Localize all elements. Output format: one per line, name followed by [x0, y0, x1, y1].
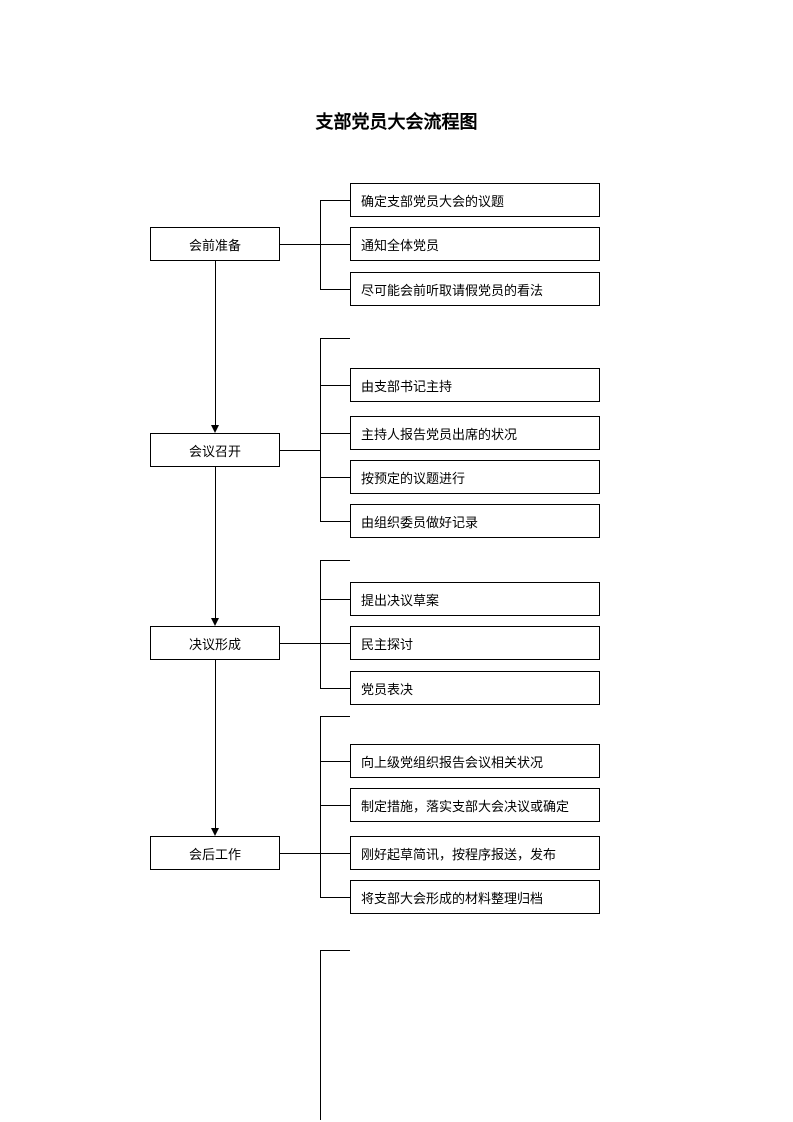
detail-label: 党员表决 [361, 679, 413, 698]
detail-node: 党员表决 [350, 671, 600, 705]
detail-label: 确定支部党员大会的议题 [361, 191, 504, 210]
connector-line [320, 950, 350, 951]
connector-line [320, 521, 350, 522]
main-node-convene: 会议召开 [150, 433, 280, 467]
detail-node: 尽可能会前听取请假党员的看法 [350, 272, 600, 306]
connector-line [320, 289, 350, 290]
connector-line [320, 599, 350, 600]
detail-node: 将支部大会形成的材料整理归档 [350, 880, 600, 914]
detail-node: 向上级党组织报告会议相关状况 [350, 744, 600, 778]
main-node-label: 会前准备 [189, 235, 241, 254]
detail-node: 民主探讨 [350, 626, 600, 660]
arrow-head-icon [211, 425, 219, 433]
arrow-head-icon [211, 828, 219, 836]
connector-line [320, 805, 350, 806]
connector-line [320, 244, 350, 245]
detail-label: 主持人报告党员出席的状况 [361, 424, 517, 443]
main-node-prep: 会前准备 [150, 227, 280, 261]
detail-node: 刚好起草简讯，按程序报送，发布 [350, 836, 600, 870]
connector-line [320, 643, 350, 644]
connector-line [280, 853, 320, 854]
connector-line [320, 200, 350, 201]
main-node-after: 会后工作 [150, 836, 280, 870]
detail-label: 民主探讨 [361, 634, 413, 653]
connector-line [320, 688, 350, 689]
main-node-decide: 决议形成 [150, 626, 280, 660]
detail-node: 提出决议草案 [350, 582, 600, 616]
detail-node: 由组织委员做好记录 [350, 504, 600, 538]
connector-line [320, 716, 350, 717]
connector-line [320, 560, 350, 561]
detail-label: 提出决议草案 [361, 590, 439, 609]
page-title: 支部党员大会流程图 [0, 108, 793, 134]
detail-label: 刚好起草简讯，按程序报送，发布 [361, 844, 556, 863]
detail-node: 由支部书记主持 [350, 368, 600, 402]
connector-line [280, 244, 320, 245]
detail-label: 由组织委员做好记录 [361, 512, 478, 531]
arrow-head-icon [211, 618, 219, 626]
detail-label: 尽可能会前听取请假党员的看法 [361, 280, 543, 299]
connector-line [320, 385, 350, 386]
connector-line [320, 950, 321, 1120]
connector-line [320, 853, 350, 854]
connector-line [320, 477, 350, 478]
connector-line [320, 897, 350, 898]
detail-label: 向上级党组织报告会议相关状况 [361, 752, 543, 771]
main-node-label: 决议形成 [189, 634, 241, 653]
connector-line [320, 761, 350, 762]
detail-node: 主持人报告党员出席的状况 [350, 416, 600, 450]
connector-line [320, 338, 350, 339]
detail-label: 制定措施，落实支部大会决议或确定 [361, 796, 569, 815]
arrow-line [215, 261, 216, 425]
detail-label: 将支部大会形成的材料整理归档 [361, 888, 543, 907]
detail-label: 按预定的议题进行 [361, 468, 465, 487]
detail-label: 由支部书记主持 [361, 376, 452, 395]
connector-line [320, 433, 350, 434]
arrow-line [215, 467, 216, 618]
connector-line [280, 450, 320, 451]
detail-node: 按预定的议题进行 [350, 460, 600, 494]
detail-node: 确定支部党员大会的议题 [350, 183, 600, 217]
main-node-label: 会后工作 [189, 844, 241, 863]
main-node-label: 会议召开 [189, 441, 241, 460]
connector-line [280, 643, 320, 644]
arrow-line [215, 660, 216, 828]
connector-line [320, 716, 321, 897]
flowchart-page: 支部党员大会流程图 会前准备 会议召开 决议形成 会后工作 确定支部党员大会的议… [0, 0, 793, 1122]
connector-line [320, 560, 321, 688]
detail-node: 制定措施，落实支部大会决议或确定 [350, 788, 600, 822]
connector-line [320, 338, 321, 521]
detail-node: 通知全体党员 [350, 227, 600, 261]
detail-label: 通知全体党员 [361, 235, 439, 254]
